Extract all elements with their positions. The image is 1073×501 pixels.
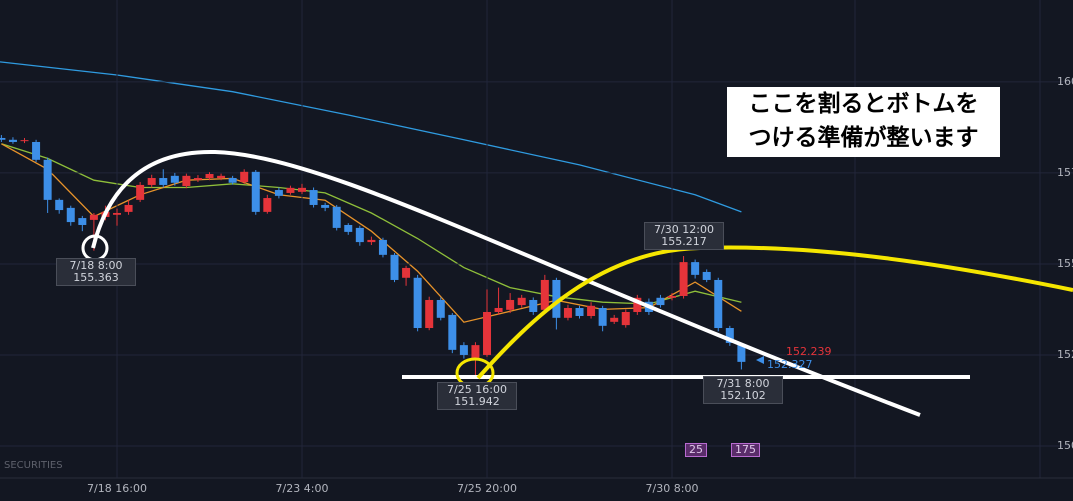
y-tick-label: 152 [1057, 348, 1073, 361]
candle-body [170, 175, 179, 183]
tag-value: 155.217 [661, 235, 707, 248]
candle-body [610, 317, 619, 322]
candle-body [193, 178, 202, 180]
candle-body [263, 198, 272, 212]
candle-body [32, 141, 41, 160]
candle-body [147, 178, 156, 185]
candle-body [378, 239, 387, 255]
candle-body [355, 227, 364, 243]
y-tick-label: 150 [1057, 439, 1073, 452]
candle-body [529, 299, 538, 312]
candle-body [656, 297, 665, 306]
y-tick-label: 160 [1057, 75, 1073, 88]
candle-body [563, 307, 572, 318]
candle-body [691, 262, 700, 275]
candle-body [494, 307, 503, 312]
price-label: 152.239 [786, 345, 832, 358]
candle-body [517, 297, 526, 306]
candle-body [298, 187, 307, 192]
candle-body [217, 175, 226, 179]
candle-body [78, 218, 87, 225]
candle-body [113, 212, 122, 215]
tag-time: 7/25 16:00 [447, 383, 507, 396]
candle-body [274, 190, 283, 196]
candle-body [0, 137, 6, 140]
candle-body [20, 140, 29, 142]
candle-body [390, 254, 399, 280]
candle-body [587, 305, 596, 316]
candle-body [367, 239, 376, 243]
candle-body [714, 279, 723, 329]
drawn-trend-curve [91, 149, 921, 417]
candle-body [89, 214, 98, 220]
candle-body [598, 307, 607, 326]
candle-body [332, 206, 341, 228]
candle-body [552, 279, 561, 318]
tag-time: 7/30 12:00 [654, 223, 714, 236]
candle-body [668, 295, 677, 298]
source: SECURITIES [4, 460, 63, 471]
tag-value: 151.942 [454, 395, 500, 408]
candle-body [471, 345, 480, 358]
candle-body [136, 184, 145, 200]
candle-body [251, 171, 260, 212]
candle-body [286, 187, 295, 193]
moving-average [0, 61, 742, 213]
candle-body [448, 314, 457, 350]
candle-body [725, 328, 734, 343]
price-tag: 7/30 12:00 155.217 [644, 222, 724, 250]
candle-body [483, 311, 492, 355]
candle-body [737, 345, 746, 362]
y-tick-label: 157 [1057, 166, 1073, 179]
candle-body [459, 345, 468, 355]
candle-body [228, 178, 237, 183]
candle-body [43, 159, 52, 200]
price-tag: 7/31 8:00 152.102 [703, 376, 783, 404]
badge: 175 [731, 443, 760, 457]
candle-body [309, 190, 318, 205]
candle-body [621, 311, 630, 326]
candle-body [240, 171, 249, 183]
candle-body [436, 299, 445, 318]
candle-body [402, 267, 411, 278]
price-tag: 7/25 16:00 151.942 [437, 382, 517, 410]
candle-body [679, 262, 688, 296]
candle-body [344, 224, 353, 232]
candle-body [633, 297, 642, 312]
badge: 25 [685, 443, 707, 457]
candle-body [506, 299, 515, 310]
callout-line: ここを割るとボトムを [748, 91, 979, 117]
candle-body [159, 178, 168, 185]
tag-time: 7/31 8:00 [716, 377, 770, 390]
moving-average [1, 143, 742, 323]
candle-body [205, 174, 214, 179]
candle-body [321, 204, 330, 208]
x-tick-label: 7/25 20:00 [457, 482, 517, 495]
x-tick-label: 7/18 16:00 [87, 482, 147, 495]
tag-value: 152.102 [720, 389, 766, 402]
candle-body [702, 271, 711, 280]
x-tick-label: 7/23 4:00 [276, 482, 329, 495]
candle-body [413, 277, 422, 329]
candle-body [182, 175, 191, 187]
candle-body [124, 204, 133, 212]
price-pointer [756, 356, 764, 364]
callout-line: つける準備が整います [748, 125, 979, 151]
y-tick-label: 155 [1057, 257, 1073, 270]
price-tag: 7/18 8:00 155.363 [56, 258, 136, 286]
price-label: 152.327 [767, 358, 813, 371]
candle-body [66, 207, 75, 223]
candle-body [575, 307, 584, 316]
x-tick-label: 7/30 8:00 [646, 482, 699, 495]
candle-body [8, 139, 17, 142]
tag-time: 7/18 8:00 [69, 259, 123, 272]
candle-body [425, 299, 434, 329]
candle-body [540, 279, 549, 310]
callout: ここを割るとボトムを つける準備が整います [727, 87, 1000, 157]
tag-value: 155.363 [73, 271, 119, 284]
candle-body [55, 199, 64, 211]
